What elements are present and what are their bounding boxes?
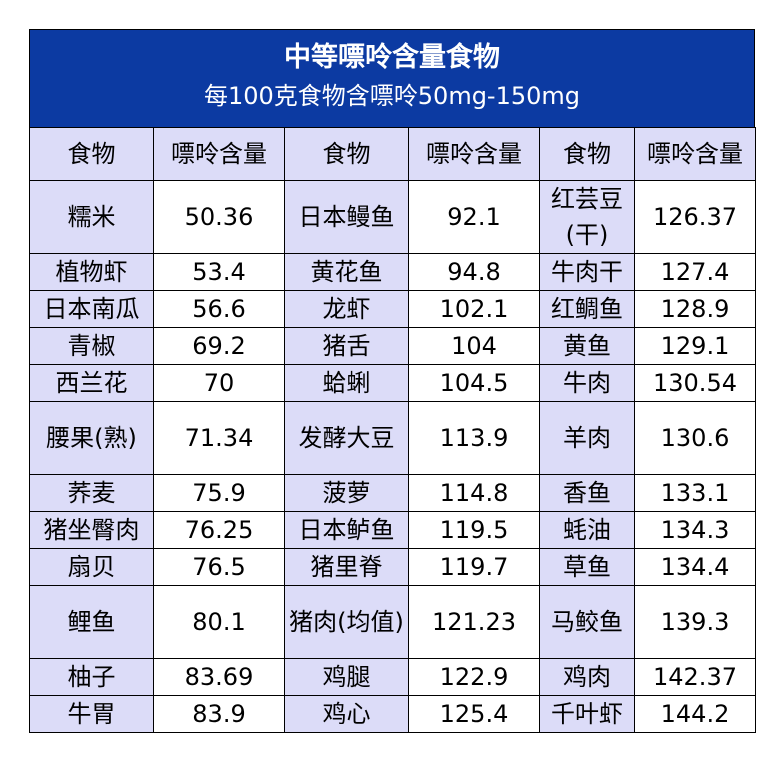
table-row: 糯米 50.36 日本鳗鱼 92.1 红芸豆(干) 126.37 — [29, 180, 756, 254]
purine-value-cell: 130.6 — [634, 401, 756, 475]
food-name-cell: 龙虾 — [284, 290, 409, 328]
purine-value-cell: 119.7 — [408, 548, 540, 586]
food-name-cell: 猪舌 — [284, 327, 409, 365]
food-name-cell: 羊肉 — [539, 401, 635, 475]
food-name-cell: 糯米 — [29, 180, 154, 254]
purine-value-cell: 71.34 — [153, 401, 285, 475]
purine-value-cell: 113.9 — [408, 401, 540, 475]
food-name-cell: 黄鱼 — [539, 327, 635, 365]
table-row: 鲤鱼 80.1 猪肉(均值) 121.23 马鲛鱼 139.3 — [29, 585, 756, 659]
purine-value-cell: 80.1 — [153, 585, 285, 659]
food-name-cell: 鸡肉 — [539, 658, 635, 696]
purine-value-cell: 128.9 — [634, 290, 756, 328]
food-name-cell: 猪肉(均值) — [284, 585, 409, 659]
purine-value-cell: 83.69 — [153, 658, 285, 696]
purine-value-cell: 134.3 — [634, 511, 756, 549]
column-header-food: 食物 — [29, 127, 154, 181]
food-name-cell: 发酵大豆 — [284, 401, 409, 475]
purine-value-cell: 83.9 — [153, 695, 285, 733]
purine-value-cell: 125.4 — [408, 695, 540, 733]
food-name-cell: 柚子 — [29, 658, 154, 696]
table-row: 牛胃 83.9 鸡心 125.4 千叶虾 144.2 — [29, 695, 756, 733]
column-header-food: 食物 — [539, 127, 635, 181]
food-name-cell: 草鱼 — [539, 548, 635, 586]
food-name-cell: 鸡心 — [284, 695, 409, 733]
purine-value-cell: 119.5 — [408, 511, 540, 549]
food-name-cell: 猪坐臀肉 — [29, 511, 154, 549]
food-name-cell: 蛤蜊 — [284, 364, 409, 402]
table-row: 柚子 83.69 鸡腿 122.9 鸡肉 142.37 — [29, 658, 756, 696]
purine-value-cell: 75.9 — [153, 474, 285, 512]
purine-value-cell: 114.8 — [408, 474, 540, 512]
purine-value-cell: 142.37 — [634, 658, 756, 696]
column-header-purine: 嘌呤含量 — [408, 127, 540, 181]
purine-value-cell: 129.1 — [634, 327, 756, 365]
food-name-cell: 日本鳗鱼 — [284, 180, 409, 254]
table-title: 中等嘌呤含量食物 — [284, 42, 500, 73]
food-name-cell: 鸡腿 — [284, 658, 409, 696]
food-name-cell: 鲤鱼 — [29, 585, 154, 659]
food-name-cell: 香鱼 — [539, 474, 635, 512]
food-name-cell: 植物虾 — [29, 253, 154, 291]
purine-value-cell: 126.37 — [634, 180, 756, 254]
purine-value-cell: 76.5 — [153, 548, 285, 586]
food-name-cell: 红鲷鱼 — [539, 290, 635, 328]
purine-value-cell: 50.36 — [153, 180, 285, 254]
table-row: 西兰花 70 蛤蜊 104.5 牛肉 130.54 — [29, 364, 756, 402]
food-name-cell: 西兰花 — [29, 364, 154, 402]
purine-value-cell: 127.4 — [634, 253, 756, 291]
table-row: 植物虾 53.4 黄花鱼 94.8 牛肉干 127.4 — [29, 253, 756, 291]
food-name-cell: 牛肉 — [539, 364, 635, 402]
purine-table-sheet: 中等嘌呤含量食物 每100克食物含嘌呤50mg-150mg 食物 嘌呤含量 食物… — [29, 29, 756, 733]
purine-value-cell: 121.23 — [408, 585, 540, 659]
food-name-cell: 荞麦 — [29, 474, 154, 512]
column-header-purine: 嘌呤含量 — [634, 127, 756, 181]
food-name-cell: 红芸豆(干) — [539, 180, 635, 254]
table-row: 腰果(熟) 71.34 发酵大豆 113.9 羊肉 130.6 — [29, 401, 756, 475]
purine-value-cell: 144.2 — [634, 695, 756, 733]
purine-value-cell: 134.4 — [634, 548, 756, 586]
header-row: 食物 嘌呤含量 食物 嘌呤含量 食物 嘌呤含量 — [29, 127, 756, 181]
food-name-cell: 菠萝 — [284, 474, 409, 512]
purine-value-cell: 139.3 — [634, 585, 756, 659]
purine-value-cell: 53.4 — [153, 253, 285, 291]
table-row: 猪坐臀肉 76.25 日本鲈鱼 119.5 蚝油 134.3 — [29, 511, 756, 549]
food-name-cell: 猪里脊 — [284, 548, 409, 586]
food-name-cell: 牛肉干 — [539, 253, 635, 291]
purine-value-cell: 104.5 — [408, 364, 540, 402]
purine-value-cell: 92.1 — [408, 180, 540, 254]
purine-value-cell: 69.2 — [153, 327, 285, 365]
food-name-cell: 蚝油 — [539, 511, 635, 549]
purine-value-cell: 130.54 — [634, 364, 756, 402]
table-subtitle: 每100克食物含嘌呤50mg-150mg — [203, 82, 581, 110]
food-name-cell: 千叶虾 — [539, 695, 635, 733]
food-name-cell: 马鲛鱼 — [539, 585, 635, 659]
purine-value-cell: 76.25 — [153, 511, 285, 549]
table-row: 日本南瓜 56.6 龙虾 102.1 红鲷鱼 128.9 — [29, 290, 756, 328]
purine-table: 食物 嘌呤含量 食物 嘌呤含量 食物 嘌呤含量 糯米 50.36 日本鳗鱼 92.1 红… — [29, 127, 756, 733]
food-name-cell: 日本鲈鱼 — [284, 511, 409, 549]
food-name-cell: 青椒 — [29, 327, 154, 365]
food-name-cell: 扇贝 — [29, 548, 154, 586]
column-header-purine: 嘌呤含量 — [153, 127, 285, 181]
table-banner: 中等嘌呤含量食物 每100克食物含嘌呤50mg-150mg — [29, 29, 755, 127]
table-row: 荞麦 75.9 菠萝 114.8 香鱼 133.1 — [29, 474, 756, 512]
purine-value-cell: 122.9 — [408, 658, 540, 696]
purine-value-cell: 70 — [153, 364, 285, 402]
purine-value-cell: 133.1 — [634, 474, 756, 512]
table-row: 青椒 69.2 猪舌 104 黄鱼 129.1 — [29, 327, 756, 365]
purine-value-cell: 94.8 — [408, 253, 540, 291]
purine-value-cell: 56.6 — [153, 290, 285, 328]
food-name-cell: 日本南瓜 — [29, 290, 154, 328]
purine-value-cell: 102.1 — [408, 290, 540, 328]
food-name-cell: 牛胃 — [29, 695, 154, 733]
food-name-cell: 黄花鱼 — [284, 253, 409, 291]
food-name-cell: 腰果(熟) — [29, 401, 154, 475]
table-row: 扇贝 76.5 猪里脊 119.7 草鱼 134.4 — [29, 548, 756, 586]
column-header-food: 食物 — [284, 127, 409, 181]
purine-value-cell: 104 — [408, 327, 540, 365]
